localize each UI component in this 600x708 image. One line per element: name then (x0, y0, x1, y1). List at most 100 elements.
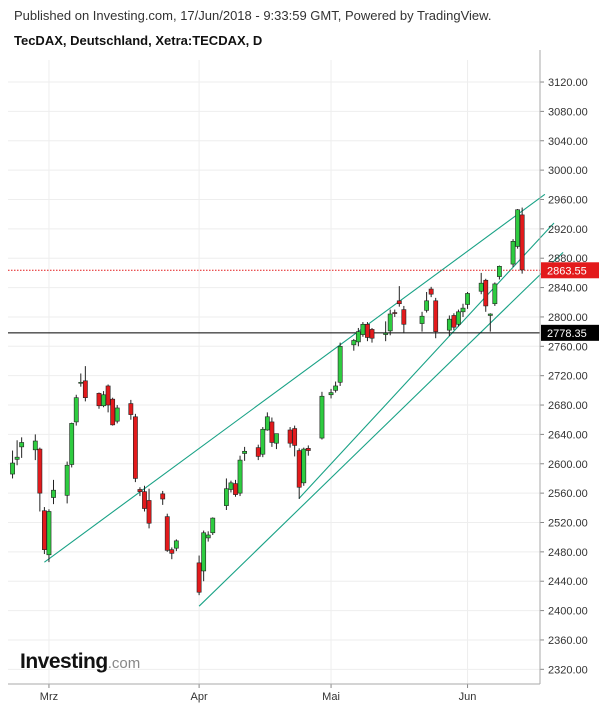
candle-up (51, 489, 56, 498)
x-tick-label: Jun (459, 691, 477, 703)
trend-line (44, 193, 546, 563)
investing-logo: Investing.com (20, 650, 140, 674)
reference-lines (8, 269, 540, 334)
y-tick-label: 2360.00 (548, 635, 588, 647)
candle-down (255, 447, 261, 457)
candle-up (478, 282, 484, 292)
grid (8, 60, 540, 684)
candle-down (164, 516, 170, 551)
candle-down (396, 300, 402, 305)
last-price-tag-box (541, 262, 599, 279)
candle-up (274, 433, 279, 444)
y-tick-label: 2960.00 (548, 194, 588, 206)
candle-up (10, 462, 15, 475)
last-price-tag: 2863.55 (541, 262, 599, 279)
candle-up (360, 323, 366, 335)
candle-up (355, 331, 361, 343)
candle-up (460, 307, 466, 313)
candle-down (37, 448, 43, 494)
candle-up (260, 428, 266, 455)
y-tick-label: 2400.00 (548, 606, 588, 618)
candle-down (196, 562, 202, 593)
logo-suffix: .com (107, 655, 141, 672)
y-tick-label: 2600.00 (548, 459, 588, 471)
candle-down (433, 300, 439, 332)
candle-down (41, 510, 47, 550)
candles (10, 207, 525, 596)
trend-lines (44, 193, 564, 607)
y-tick-label: 2320.00 (548, 664, 588, 676)
y-tick-label: 2840.00 (548, 283, 588, 295)
candle-up (264, 416, 270, 431)
last-price-tag-label: 2863.55 (547, 265, 587, 277)
y-tick-label: 2800.00 (548, 312, 588, 324)
candle-up (333, 385, 338, 391)
candle-down (105, 385, 111, 406)
x-tick-label: Apr (191, 691, 208, 703)
candle-up (337, 346, 343, 383)
candle-up (205, 534, 211, 539)
candle-down (392, 312, 398, 314)
candle-down (483, 279, 489, 307)
candle-up (465, 293, 470, 305)
candle-up (383, 332, 389, 335)
logo-brand: Investing (20, 650, 108, 673)
candle-down (128, 403, 134, 415)
y-tick-label: 2480.00 (548, 547, 588, 559)
candle-up (64, 464, 70, 496)
y-tick-label: 2520.00 (548, 517, 588, 529)
y-tick-label: 2560.00 (548, 488, 588, 500)
candle-up (78, 381, 84, 384)
candle-up (73, 397, 79, 423)
candle-up (419, 315, 425, 324)
y-tick-label: 3040.00 (548, 136, 588, 148)
candle-down (169, 549, 175, 554)
trend-line (198, 251, 564, 607)
candle-up (301, 448, 307, 484)
support-tag-label: 2778.35 (547, 328, 587, 340)
candle-down (305, 448, 311, 451)
candle-up (228, 482, 234, 490)
candle-down (451, 315, 457, 328)
candle-down (369, 329, 375, 339)
candle-down (133, 416, 138, 479)
candle-down (137, 489, 143, 492)
candle-up (387, 313, 393, 332)
candle-down (296, 450, 302, 488)
y-tick-label: 2680.00 (548, 400, 588, 412)
y-tick-label: 3080.00 (548, 106, 588, 118)
y-tick-label: 2760.00 (548, 341, 588, 353)
candle-up (46, 511, 52, 556)
y-tick-label: 3120.00 (548, 77, 588, 89)
candle-down (269, 421, 275, 443)
x-tick-label: Mrz (40, 691, 58, 703)
price-tags: 2863.55 2778.35 (541, 262, 599, 341)
y-tick-label: 2920.00 (548, 224, 588, 236)
candle-down (96, 392, 102, 407)
support-tag: 2778.35 (541, 324, 599, 341)
y-tick-label: 2640.00 (548, 429, 588, 441)
candle-up (210, 517, 216, 534)
candle-down (519, 214, 525, 271)
published-note: Published on Investing.com, 17/Jun/2018 … (14, 8, 492, 23)
axes: 3120.00 3080.00 3040.00 3000.00 2960.00 2920.… (8, 50, 588, 703)
candle-down (287, 429, 293, 444)
candle-up (515, 209, 520, 247)
y-tick-label: 2440.00 (548, 576, 588, 588)
candle-up (101, 394, 106, 407)
candle-down (292, 428, 298, 446)
candle-down (401, 309, 407, 325)
candle-up (173, 540, 179, 549)
candle-up (19, 442, 25, 448)
x-tick-label: Mai (322, 691, 340, 703)
candle-up (424, 300, 429, 311)
candle-up (328, 392, 334, 396)
support-tag-box (541, 324, 599, 341)
y-tick-label: 2880.00 (548, 253, 588, 265)
candle-up (446, 318, 452, 331)
candle-down (146, 500, 152, 524)
candle-up (201, 532, 207, 572)
candle-up (224, 488, 229, 506)
candle-up (242, 450, 247, 454)
